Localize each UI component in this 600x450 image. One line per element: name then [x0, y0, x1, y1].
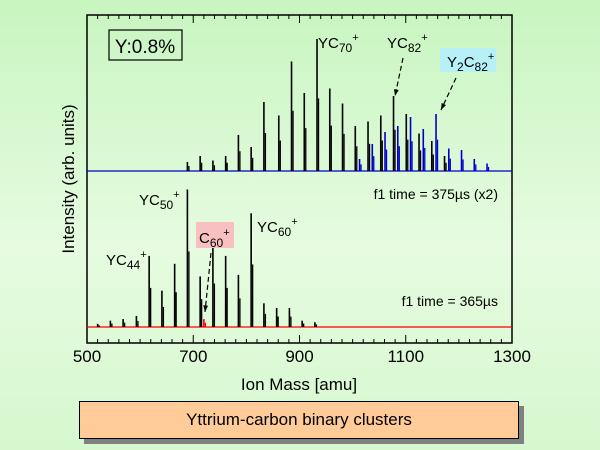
label-yc50-part: YC: [139, 192, 160, 209]
spectra: [87, 39, 512, 328]
x-tick-label: 1300: [493, 347, 531, 366]
arrow-c60-head: [203, 305, 209, 312]
label-c60-part: +: [223, 227, 229, 239]
arrow-y2c82: [440, 77, 457, 111]
caption-box: Yttrium-carbon binary clusters: [79, 401, 519, 439]
label-c60-highlight: [196, 222, 234, 248]
label-c60: C60+: [196, 222, 234, 250]
bottom-panel-annotation: f1 time = 365µs: [402, 293, 498, 309]
annotations: YC70+ YC82+Y2C82+YC44+YC50+C60+ YC60+: [106, 32, 496, 313]
label-yc44: YC44+: [106, 249, 147, 272]
label-yc82-part: +: [421, 32, 427, 44]
x-tick-label: 1100: [387, 347, 424, 366]
top-panel-annotation: f1 time = 375µs (x2): [374, 186, 498, 202]
y-axis-label: Intensity (arb. units): [59, 104, 78, 253]
label-yc70: YC70+: [318, 32, 359, 55]
label-yc60-part: 60: [278, 225, 292, 239]
label-yc70-text: YC70+: [318, 32, 359, 55]
label-yc44-part: YC: [106, 252, 127, 269]
label-y2c82-highlight: [440, 48, 496, 72]
label-yc50: YC50+: [139, 189, 180, 212]
label-c60-part: C: [199, 230, 210, 247]
x-tick-label: 700: [179, 347, 207, 366]
label-y2c82: Y2C82+: [440, 48, 496, 74]
label-y2c82-part: C: [464, 54, 475, 71]
label-yc44-part: +: [140, 249, 146, 261]
label-yc60-text: YC60+: [257, 216, 298, 239]
x-axis-label: Ion Mass [amu]: [241, 375, 357, 394]
label-c60-text: C60+: [199, 227, 230, 250]
label-yc44-text: YC44+: [106, 249, 147, 272]
arrow-yc82-head: [394, 89, 399, 96]
inset-label: Y:0.8%: [115, 37, 175, 58]
label-yc50-part: 50: [160, 198, 174, 212]
label-yc82-part: 82: [408, 41, 422, 55]
label-c60-part: 60: [210, 236, 224, 250]
label-yc82-text: YC82+: [387, 32, 428, 55]
label-y2c82-part: Y: [447, 54, 457, 71]
axis-ticks: 500 700 900 1100 1300: [73, 15, 531, 366]
label-yc50-part: +: [173, 189, 179, 201]
label-y2c82-part: 82: [475, 60, 489, 74]
label-y2c82-text: Y2C82+: [447, 51, 494, 74]
label-y2c82-part: +: [488, 51, 494, 63]
caption-text: Yttrium-carbon binary clusters: [186, 410, 412, 429]
label-yc60-part: +: [291, 216, 297, 228]
label-yc82: YC82+: [387, 32, 428, 55]
label-yc50-text: YC50+: [139, 189, 180, 212]
label-yc82-part: YC: [387, 35, 408, 52]
inset-label-box: [108, 29, 183, 61]
label-yc60: YC60+: [257, 216, 298, 239]
label-yc70-part: 70: [339, 41, 353, 55]
label-y2c82-part: 2: [457, 60, 464, 74]
label-yc60-part: YC: [257, 219, 278, 236]
label-yc44-part: 44: [127, 258, 141, 272]
x-tick-label: 900: [285, 347, 313, 366]
arrow-y2c82-head: [441, 103, 446, 110]
x-tick-label: 500: [73, 347, 101, 366]
label-yc70-part: +: [352, 32, 358, 44]
arrow-c60: [204, 252, 212, 313]
label-yc70-part: YC: [318, 35, 339, 52]
